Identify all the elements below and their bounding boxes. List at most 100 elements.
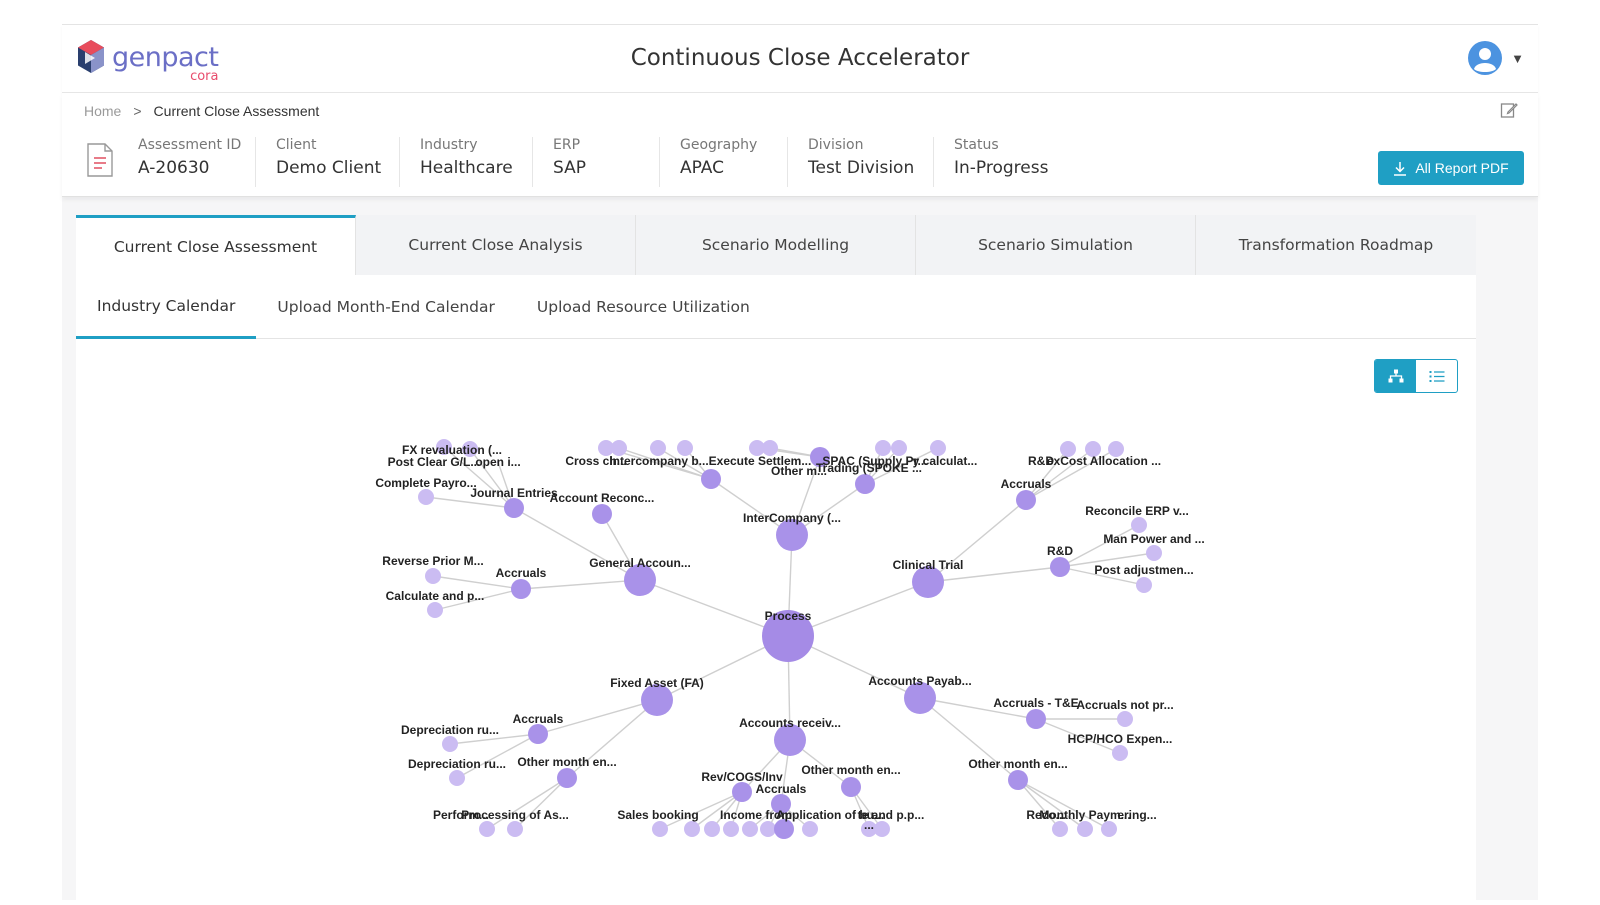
graph-node-label: HCP/HCO Expen... <box>1068 732 1173 746</box>
subtab-upload-month-end-calendar[interactable]: Upload Month-End Calendar <box>277 298 495 316</box>
graph-node-rd1[interactable] <box>1131 517 1147 533</box>
graph-node-fa_ome[interactable] <box>557 768 577 788</box>
graph-node-ar6[interactable] <box>760 821 776 837</box>
graph-node-process[interactable] <box>762 610 814 662</box>
graph-link <box>520 579 641 590</box>
graph-node-fa3[interactable] <box>479 821 495 837</box>
breadcrumb-home-link[interactable]: Home <box>84 103 122 119</box>
meta-label: Industry <box>420 137 478 153</box>
graph-node-ar_rev[interactable] <box>732 782 752 802</box>
graph-node-je2[interactable] <box>462 441 478 457</box>
graph-node-ct2[interactable] <box>1085 441 1101 457</box>
graph-link <box>469 448 515 509</box>
hierarchy-icon <box>1388 369 1403 383</box>
graph-node-label: Application of bu... <box>776 808 884 822</box>
graph-node-ar4[interactable] <box>723 821 739 837</box>
graph-node-fa1[interactable] <box>442 736 458 752</box>
graph-link <box>657 447 712 480</box>
graph-link <box>514 777 568 830</box>
graph-node-rd2[interactable] <box>1146 545 1162 561</box>
graph-node-ar[interactable] <box>774 724 806 756</box>
graph-node-ar5[interactable] <box>742 821 758 837</box>
tab-transformation-roadmap[interactable]: Transformation Roadmap <box>1238 236 1434 254</box>
graph-node-rd3[interactable] <box>1136 577 1152 593</box>
tab-scenario-modelling[interactable]: Scenario Modelling <box>636 215 916 275</box>
graph-link <box>659 791 743 830</box>
graph-node-ga_acc[interactable] <box>511 579 531 599</box>
graph-node-ar8[interactable] <box>802 821 818 837</box>
list-view-button[interactable] <box>1416 360 1457 392</box>
graph-node-fa2[interactable] <box>449 770 465 786</box>
graph-node-label: Other month en... <box>517 755 616 769</box>
meta-status: Status In-Progress <box>933 137 1048 187</box>
graph-node-ap4[interactable] <box>1077 821 1093 837</box>
genpact-cora-logo[interactable]: genpact cora <box>76 39 219 84</box>
graph-node-ic_c[interactable] <box>855 474 875 494</box>
graph-node-fa_acc[interactable] <box>528 724 548 744</box>
graph-node-label: Accounts receiv... <box>739 716 841 730</box>
graph-node-ic_a[interactable] <box>701 469 721 489</box>
logo-subtext: cora <box>190 68 219 84</box>
graph-node-ga2[interactable] <box>427 602 443 618</box>
graph-node-label: Other m... <box>771 464 827 478</box>
graph-node-ic[interactable] <box>776 519 808 551</box>
graph-node-ap2[interactable] <box>1112 745 1128 761</box>
graph-node-label: R&D <box>1047 544 1073 558</box>
graph-node-ap[interactable] <box>904 682 936 714</box>
graph-link <box>927 499 1027 583</box>
graph-node-ap1[interactable] <box>1117 711 1133 727</box>
graph-node-ga1[interactable] <box>425 568 441 584</box>
graph-node-ap3[interactable] <box>1052 821 1068 837</box>
graph-node-ic1[interactable] <box>598 440 614 456</box>
graph-node-ar10[interactable] <box>874 821 890 837</box>
edit-button[interactable] <box>1500 101 1518 124</box>
graph-link <box>537 699 658 735</box>
graph-node-ar9[interactable] <box>861 821 877 837</box>
graph-node-je4[interactable] <box>418 489 434 505</box>
tab-scenario-simulation[interactable]: Scenario Simulation <box>916 215 1196 275</box>
graph-link <box>486 777 568 830</box>
graph-node-ar3[interactable] <box>704 821 720 837</box>
graph-node-ar2[interactable] <box>684 821 700 837</box>
graph-node-ic2[interactable] <box>611 440 627 456</box>
subtab-upload-resource-utilization[interactable]: Upload Resource Utilization <box>536 298 750 316</box>
graph-node-ar_acc[interactable] <box>771 794 791 814</box>
graph-link <box>1059 524 1140 568</box>
chevron-down-icon[interactable]: ▼ <box>1511 50 1524 66</box>
graph-node-ap5[interactable] <box>1101 821 1117 837</box>
graph-node-ic4[interactable] <box>677 440 693 456</box>
graph-node-je3[interactable] <box>497 461 499 463</box>
graph-node-label: Execute Settlem... <box>709 454 812 468</box>
graph-node-ic8[interactable] <box>891 440 907 456</box>
graph-node-je[interactable] <box>504 498 524 518</box>
graph-node-ic9[interactable] <box>930 440 946 456</box>
subtab-industry-calendar[interactable]: Industry Calendar <box>76 275 257 339</box>
graph-node-ap_ome[interactable] <box>1008 770 1028 790</box>
all-report-pdf-button[interactable]: All Report PDF <box>1378 151 1524 185</box>
graph-node-ga[interactable] <box>624 564 656 596</box>
graph-node-acr[interactable] <box>592 504 612 524</box>
graph-node-fa[interactable] <box>641 684 673 716</box>
graph-node-ic3[interactable] <box>650 440 666 456</box>
graph-node-ar_ome[interactable] <box>841 777 861 797</box>
tab-current-close-assessment[interactable]: Current Close Assessment <box>76 215 356 275</box>
graph-node-rd[interactable] <box>1050 557 1070 577</box>
graph-node-ct_acc[interactable] <box>1016 490 1036 510</box>
tab-current-close-analysis[interactable]: Current Close Analysis <box>356 215 636 275</box>
graph-node-ct1[interactable] <box>1060 441 1076 457</box>
graph-node-ar1[interactable] <box>652 821 668 837</box>
graph-node-ap_acc[interactable] <box>1026 709 1046 729</box>
graph-node-ar7[interactable] <box>774 819 794 839</box>
graph-node-ct3[interactable] <box>1108 441 1124 457</box>
graph-node-ic5[interactable] <box>749 440 765 456</box>
user-menu[interactable]: ▼ <box>1467 40 1524 76</box>
graph-node-je1[interactable] <box>436 439 452 455</box>
graph-node-fa4[interactable] <box>507 821 523 837</box>
graph-node-ic6[interactable] <box>762 440 778 456</box>
graph-view-button[interactable] <box>1375 360 1416 392</box>
graph-link <box>927 566 1061 583</box>
graph-node-ic_b[interactable] <box>810 447 830 467</box>
graph-node-ct[interactable] <box>912 566 944 598</box>
graph-node-ic7[interactable] <box>875 440 891 456</box>
